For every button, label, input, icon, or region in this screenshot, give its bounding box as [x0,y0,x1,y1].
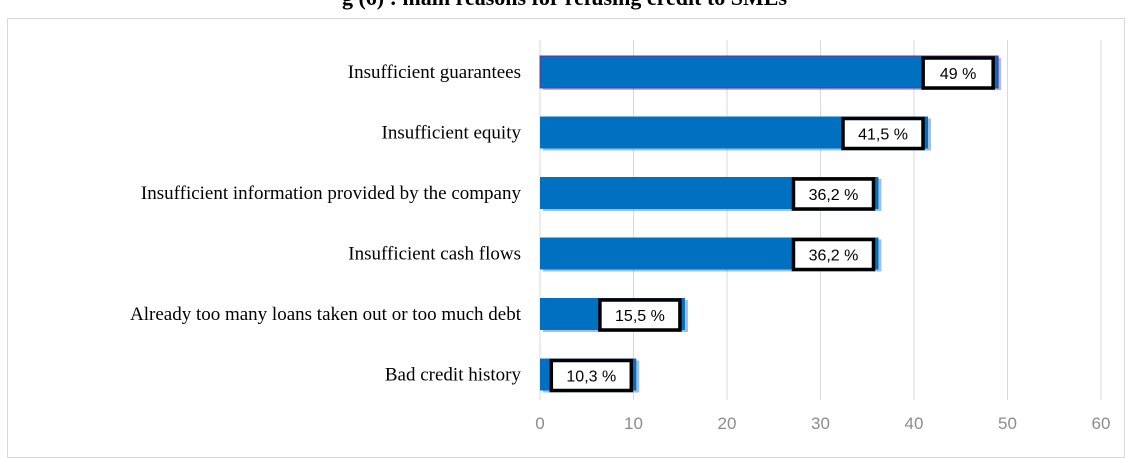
data-label-4: 15,5 % [598,298,682,332]
data-label-5: 10,3 % [549,358,634,393]
category-label-0: Insufficient guarantees [348,62,521,83]
data-label-text-4: 15,5 % [615,308,665,325]
category-label-1: Insufficient equity [382,123,522,144]
category-label-4: Already too many loans taken out or too … [130,304,522,325]
data-label-2: 36,2 % [791,177,876,211]
data-label-text-3: 36,2 % [809,248,859,265]
category-label-5: Bad credit history [385,365,522,386]
data-label-box-4 [598,298,682,332]
x-tick-label-20: 20 [718,414,737,433]
x-tick-label-50: 50 [998,414,1017,433]
data-label-text-0: 49 % [940,66,976,83]
x-tick-label-30: 30 [811,414,830,433]
x-axis-ticks: 0 10 20 30 40 50 60 [535,414,1110,433]
data-label-1: 41,5 % [841,116,925,151]
chart-title: g (6) : main reasons for refusing credit… [0,0,1129,11]
data-label-box-1 [841,116,925,151]
category-labels: Insufficient guarantees Insufficient equi… [130,62,522,386]
data-label-box-5 [549,358,634,393]
bars [539,55,1002,393]
data-label-text-5: 10,3 % [566,369,616,386]
data-label-text-1: 41,5 % [858,127,908,144]
x-tick-label-10: 10 [624,414,643,433]
data-label-0: 49 % [921,56,995,90]
data-label-text-2: 36,2 % [809,187,859,204]
data-labels: 49 % 41,5 % 36,2 % 36,2 % 15,5 % 10,3 % [549,56,995,393]
data-label-box-2 [791,177,876,211]
gridlines [539,40,1102,400]
category-label-3: Insufficient cash flows [348,244,521,265]
x-tick-label-0: 0 [535,414,544,433]
data-label-box-3 [791,237,876,272]
data-label-box-0 [921,56,995,90]
data-label-3: 36,2 % [791,237,876,272]
x-tick-label-40: 40 [905,414,924,433]
category-label-2: Insufficient information provided by the… [141,183,522,204]
x-tick-label-60: 60 [1092,414,1111,433]
